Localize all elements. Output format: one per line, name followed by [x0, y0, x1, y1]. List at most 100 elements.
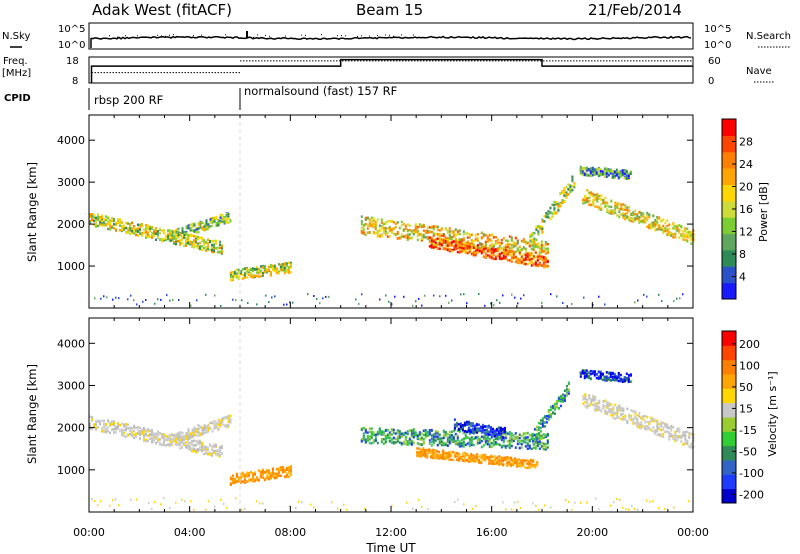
echo-cell — [442, 443, 445, 447]
echo-cell — [203, 246, 205, 250]
echo-cell — [193, 223, 196, 227]
echo-cell — [133, 424, 135, 428]
echo-cell — [211, 240, 213, 243]
echo-cell — [139, 426, 141, 429]
echo-cell — [498, 252, 501, 256]
echo-cell — [103, 428, 105, 432]
echo-cell — [628, 218, 631, 222]
echo-cell — [227, 417, 230, 420]
echo-cell — [540, 245, 543, 248]
echo-cell — [619, 171, 622, 174]
echo-cell — [448, 247, 451, 251]
echo-cell — [89, 422, 91, 426]
clutter-cell — [658, 293, 660, 296]
echo-cell — [289, 472, 292, 475]
echo-cell — [526, 459, 529, 462]
echo-cell — [127, 423, 129, 427]
echo-cell — [422, 229, 425, 232]
echo-cell — [400, 442, 403, 445]
echo-cell — [233, 481, 236, 484]
echo-cell — [476, 453, 479, 456]
echo-cell — [402, 432, 405, 435]
echo-cell — [400, 432, 403, 435]
clutter-cell — [97, 504, 99, 507]
echo-cell — [617, 379, 620, 383]
echo-cell — [434, 439, 437, 442]
echo-cell — [470, 443, 473, 447]
echo-cell — [161, 229, 163, 232]
echo-cell — [145, 234, 147, 237]
echo-cell — [565, 196, 568, 199]
echo-cell — [135, 435, 137, 438]
echo-cell — [368, 219, 371, 223]
echo-cell — [143, 231, 145, 234]
echo-cell — [141, 233, 143, 237]
echo-cell — [201, 248, 203, 251]
echo-cell — [640, 421, 643, 424]
echo-cell — [508, 439, 511, 442]
echo-cell — [167, 443, 169, 446]
echo-cell — [137, 429, 139, 432]
echo-cell — [589, 171, 592, 174]
echo-cell — [591, 168, 594, 171]
echo-cell — [225, 425, 228, 429]
echo-cell — [684, 434, 687, 437]
echo-cell — [662, 224, 665, 228]
echo-cell — [531, 234, 534, 237]
echo-cell — [466, 232, 469, 235]
echo-cell — [362, 438, 365, 441]
echo-cell — [590, 203, 593, 207]
echo-cell — [364, 431, 367, 434]
echo-cell — [135, 229, 137, 232]
echo-cell — [557, 407, 560, 410]
echo-cell — [360, 226, 363, 230]
echo-cell — [668, 438, 671, 441]
echo-cell — [450, 454, 453, 457]
echo-cell — [503, 426, 506, 430]
echo-cell — [185, 244, 187, 247]
echo-cell — [201, 445, 203, 449]
echo-cell — [549, 413, 552, 416]
echo-cell — [652, 223, 655, 227]
clutter-cell — [562, 302, 564, 304]
echo-cell — [364, 218, 367, 221]
echo-cell — [458, 247, 461, 250]
echo-cell — [179, 243, 181, 246]
echo-cell — [147, 228, 149, 231]
echo-cell — [105, 427, 107, 431]
echo-cell — [615, 378, 618, 382]
echo-cell — [364, 439, 367, 442]
echo-cell — [526, 438, 529, 442]
echo-cell — [418, 433, 421, 437]
echo-cell — [579, 165, 582, 169]
noise-lo-left: 10^0 — [58, 40, 85, 51]
echo-cell — [583, 375, 586, 378]
echo-cell — [209, 248, 211, 252]
echo-cell — [541, 425, 544, 428]
echo-cell — [539, 227, 542, 231]
echo-cell — [426, 236, 429, 240]
echo-cell — [251, 267, 254, 271]
clutter-cell — [679, 297, 681, 300]
echo-cell — [103, 422, 105, 426]
echo-cell — [153, 439, 155, 443]
echo-cell — [648, 420, 651, 424]
clutter-cell — [220, 305, 222, 307]
echo-cell — [239, 270, 242, 273]
echo-cell — [654, 419, 657, 422]
echo-cell — [201, 433, 204, 436]
echo-cell — [599, 168, 602, 171]
echo-cell — [593, 372, 596, 375]
echo-cell — [233, 477, 236, 481]
echo-cell — [424, 430, 427, 434]
echo-cell — [477, 428, 480, 431]
echo-cell — [686, 240, 689, 243]
echo-cell — [579, 375, 582, 378]
echo-cell — [644, 425, 647, 428]
echo-cell — [197, 227, 200, 230]
echo-cell — [163, 443, 165, 447]
echo-cell — [141, 224, 143, 228]
echo-cell — [275, 474, 278, 478]
echo-cell — [528, 446, 531, 450]
